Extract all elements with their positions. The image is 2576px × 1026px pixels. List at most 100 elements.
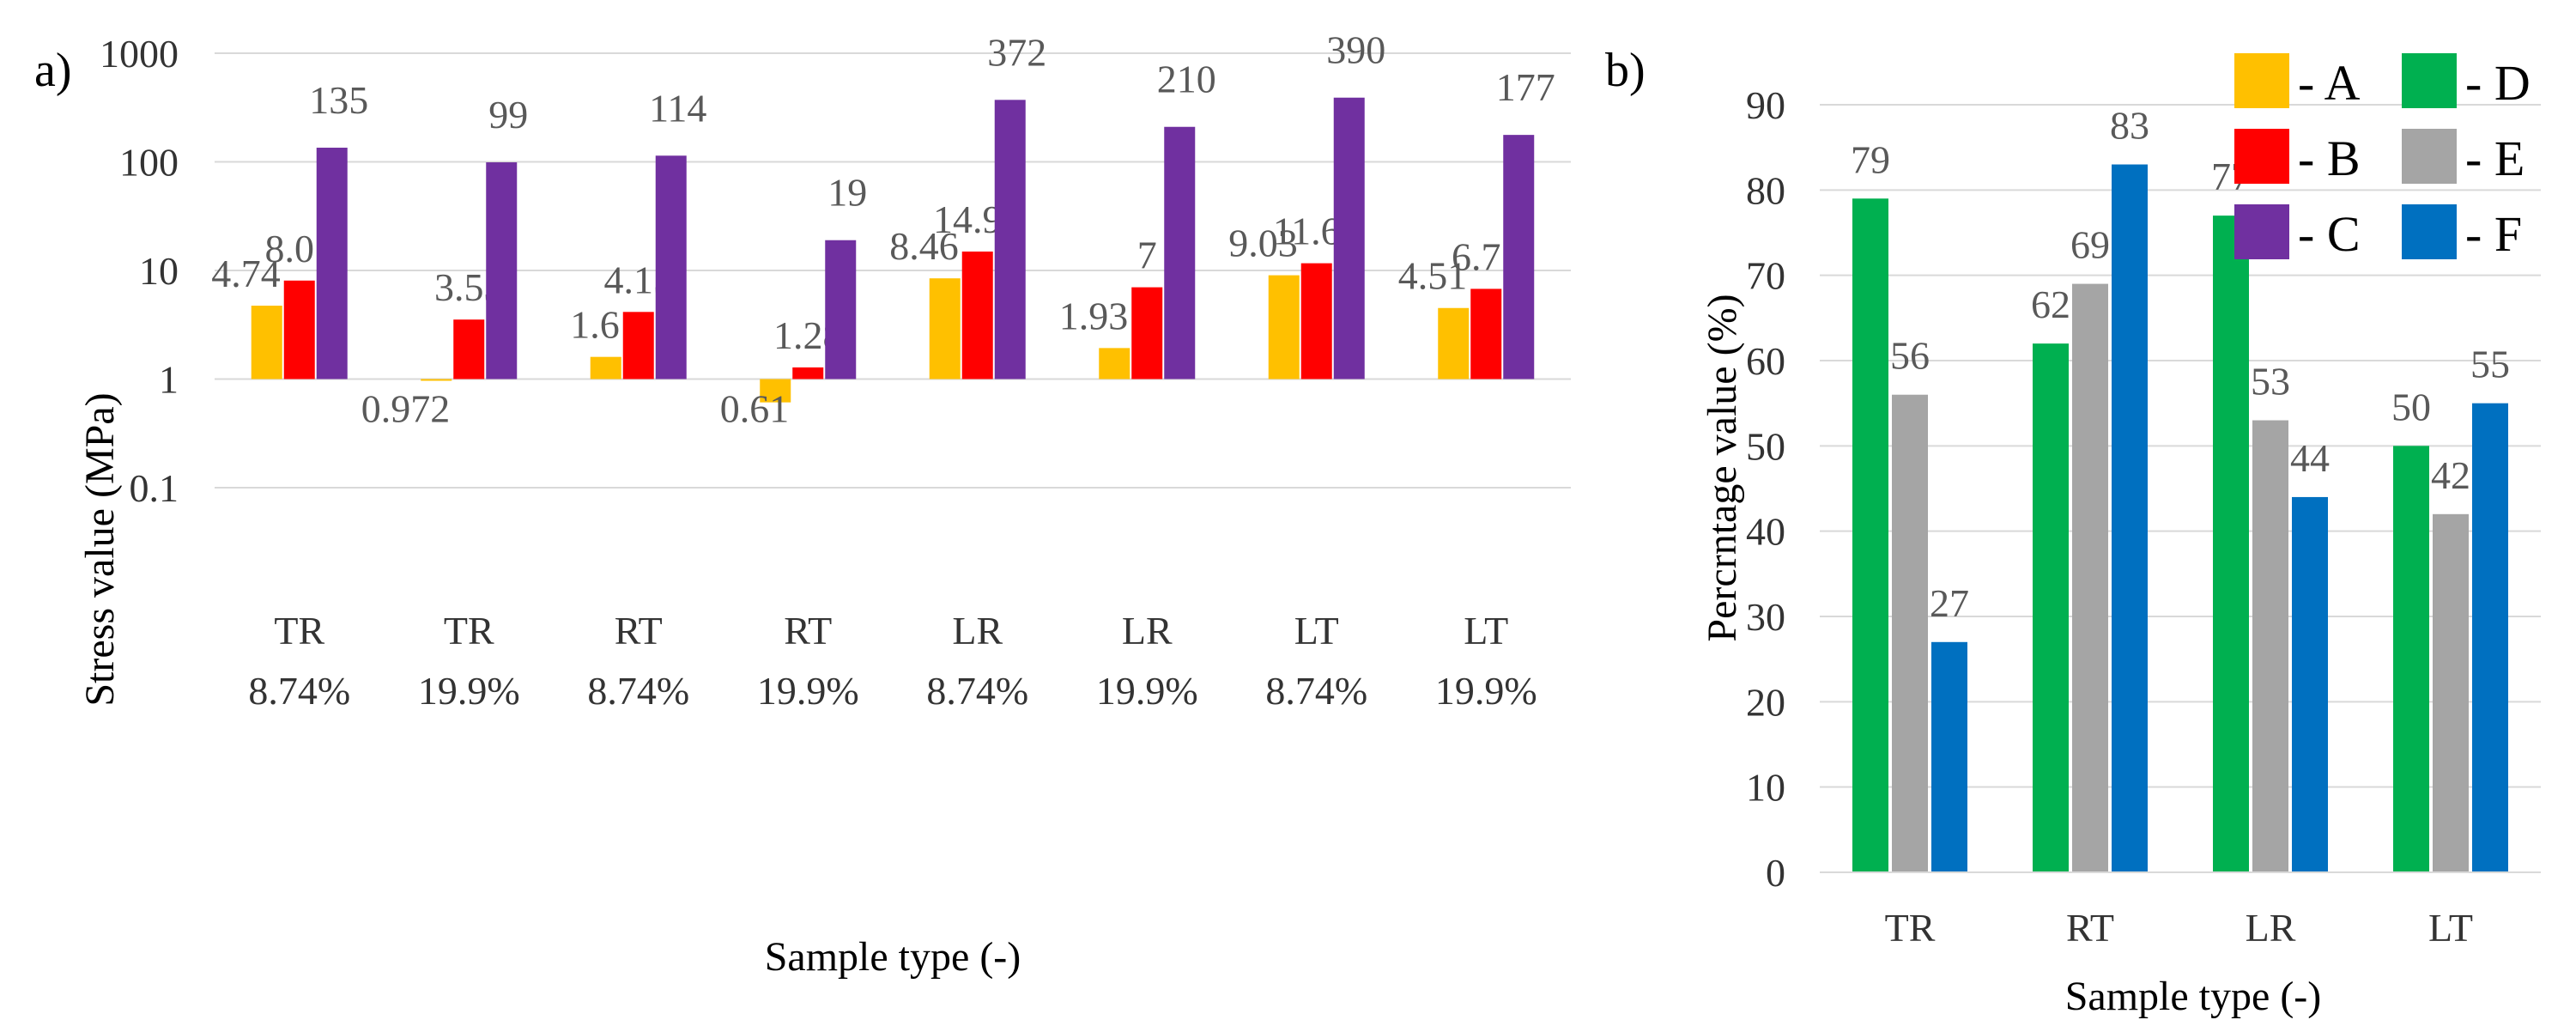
bar-f [2112, 164, 2148, 873]
x-tick-label: RT [615, 609, 663, 653]
bar-e [2433, 513, 2469, 872]
legend-label: - F [2465, 206, 2522, 262]
legend-swatch-b [2234, 129, 2289, 184]
legend-label: - D [2465, 55, 2531, 111]
x-tick-label: 8.74% [1265, 669, 1367, 713]
bar-a [1438, 307, 1470, 379]
bar-d [2393, 446, 2429, 872]
bar-e [1892, 394, 1928, 872]
bar-e [2072, 283, 2108, 873]
bar-a [760, 379, 791, 403]
x-tick-label: TR [444, 609, 494, 653]
bar-a [251, 306, 282, 379]
bar-c [825, 240, 857, 379]
data-label-c: 114 [649, 86, 706, 130]
y-tick-label: 0.1 [130, 466, 179, 510]
bar-e [2252, 420, 2288, 872]
x-tick-label: 8.74% [248, 669, 350, 713]
x-tick-label: RT [2066, 906, 2114, 950]
data-label-a: 4.51 [1398, 254, 1468, 298]
x-tick-label: LR [1122, 609, 1173, 653]
data-label-b: 7 [1137, 234, 1157, 277]
x-tick-label: 19.9% [1435, 669, 1537, 713]
data-label-c: 210 [1157, 58, 1216, 101]
bar-b [792, 367, 824, 379]
bar-f [2292, 496, 2328, 872]
x-tick-label: 8.74% [926, 669, 1028, 713]
y-tick-label: 80 [1746, 168, 1785, 212]
bar-b [283, 280, 315, 379]
y-axis-title: Stress value (MPa) [77, 392, 123, 706]
data-label-d: 50 [2391, 385, 2431, 428]
legend-swatch-c [2234, 204, 2289, 259]
bar-d [2033, 343, 2069, 873]
data-label-a: 1.93 [1059, 294, 1129, 337]
data-label-d: 79 [1851, 137, 1890, 181]
data-label-f: 83 [2110, 104, 2149, 148]
x-tick-label: LR [2246, 906, 2296, 950]
x-tick-label: 19.9% [1096, 669, 1198, 713]
y-tick-label: 50 [1746, 424, 1785, 468]
panel-label-a: a) [34, 44, 72, 97]
legend-swatch-a [2234, 53, 2289, 108]
x-tick-label: TR [274, 609, 324, 653]
y-tick-label: 30 [1746, 595, 1785, 639]
data-label-c: 177 [1496, 65, 1555, 109]
legend-swatch-f [2402, 204, 2457, 259]
x-tick-label: LT [1464, 609, 1508, 653]
data-label-f: 44 [2290, 436, 2330, 480]
bar-c [1503, 135, 1535, 379]
x-tick-label: LT [1294, 609, 1339, 653]
y-tick-label: 40 [1746, 510, 1785, 554]
x-tick-label: RT [784, 609, 832, 653]
bar-c [1333, 97, 1365, 379]
y-tick-label: 10 [1746, 766, 1785, 810]
data-label-a: 0.61 [720, 387, 790, 431]
x-tick-label: LR [952, 609, 1003, 653]
bar-a [421, 379, 452, 381]
y-tick-label: 90 [1746, 83, 1785, 127]
x-tick-label: TR [1885, 906, 1936, 950]
bar-f [2472, 403, 2508, 873]
bar-b [1470, 288, 1502, 379]
bar-d [2213, 216, 2249, 873]
legend-label: - E [2465, 131, 2524, 186]
data-label-a: 8.46 [889, 224, 959, 268]
data-label-e: 56 [1890, 334, 1930, 378]
legend: - A - B - C - D - E - F [2234, 53, 2531, 262]
bar-b [453, 319, 485, 379]
y-tick-label: 10 [139, 249, 179, 293]
bar-d [1852, 198, 1888, 872]
bar-f [1931, 641, 1967, 872]
panel-b-chart: 0102030405060708090TR795627RT626983LR775… [1605, 44, 2541, 1019]
y-tick-label: 0 [1766, 851, 1785, 895]
bar-b [622, 312, 654, 379]
bar-c [655, 155, 687, 379]
legend-swatch-e [2402, 129, 2457, 184]
data-label-e: 69 [2070, 223, 2110, 267]
x-axis-title: Sample type (-) [765, 934, 1021, 980]
y-tick-label: 60 [1746, 339, 1785, 383]
bar-a [1268, 275, 1300, 379]
bar-c [316, 148, 348, 379]
data-label-a: 4.74 [211, 252, 281, 295]
x-axis-title: Sample type (-) [2065, 974, 2322, 1019]
data-label-f: 27 [1930, 581, 1969, 625]
bar-a [929, 278, 961, 379]
y-tick-label: 70 [1746, 254, 1785, 298]
x-tick-label: LT [2428, 906, 2473, 950]
bar-b [1300, 263, 1332, 379]
y-tick-label: 20 [1746, 680, 1785, 724]
bar-a [1099, 348, 1130, 379]
data-label-c: 135 [309, 78, 368, 122]
y-tick-label: 1 [159, 358, 179, 402]
y-tick-label: 100 [119, 141, 179, 185]
data-label-a: 1.6 [570, 303, 620, 347]
y-tick-label: 1000 [100, 32, 179, 76]
y-axis-title: Percrntage value (%) [1700, 294, 1745, 641]
legend-label: - A [2298, 55, 2361, 111]
data-label-a: 0.972 [361, 387, 451, 431]
x-tick-label: 8.74% [587, 669, 689, 713]
data-label-e: 53 [2251, 360, 2290, 404]
